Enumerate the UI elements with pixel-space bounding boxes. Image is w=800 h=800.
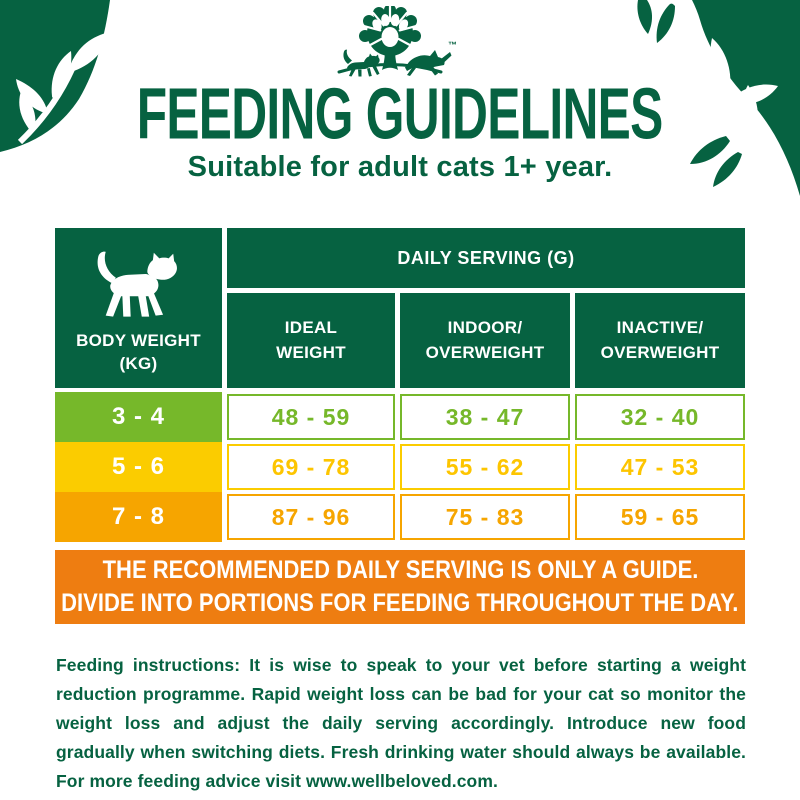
serving-value-cell: 87 - 96 bbox=[227, 494, 395, 540]
weight-range-cell: 3 - 4 bbox=[55, 392, 222, 442]
dog-silhouette-icon bbox=[405, 50, 452, 76]
serving-value-cell: 69 - 78 bbox=[227, 444, 395, 490]
feeding-guidelines-table: BODY WEIGHT (KG) DAILY SERVING (G) IDEAL… bbox=[55, 228, 745, 542]
brand-logo: ™ bbox=[325, 4, 475, 82]
daily-serving-header-cell: DAILY SERVING (G) bbox=[227, 228, 745, 288]
notice-banner: THE RECOMMENDED DAILY SERVING IS ONLY A … bbox=[55, 550, 745, 624]
trademark-symbol: ™ bbox=[448, 40, 457, 50]
feeding-instructions-text: Feeding instructions: It is wise to spea… bbox=[56, 655, 746, 791]
column-header-inactive-overweight: INACTIVE/ OVERWEIGHT bbox=[575, 293, 745, 388]
serving-value-cell: 47 - 53 bbox=[575, 444, 745, 490]
body-weight-header-cell: BODY WEIGHT (KG) bbox=[55, 228, 222, 388]
serving-value-cell: 55 - 62 bbox=[400, 444, 570, 490]
serving-value-cell: 59 - 65 bbox=[575, 494, 745, 540]
serving-value-cell: 75 - 83 bbox=[400, 494, 570, 540]
notice-line-1: THE RECOMMENDED DAILY SERVING IS ONLY A … bbox=[102, 556, 698, 584]
tree-pawprint-logo-icon bbox=[337, 4, 452, 77]
page-subtitle: Suitable for adult cats 1+ year. bbox=[187, 151, 613, 183]
body-weight-header-label: BODY WEIGHT (KG) bbox=[76, 331, 201, 373]
corner-leaves-decoration-left bbox=[0, 0, 110, 152]
weight-range-cell: 5 - 6 bbox=[55, 442, 222, 492]
cat-silhouette-icon bbox=[343, 49, 380, 77]
column-header-indoor-overweight: INDOOR/ OVERWEIGHT bbox=[400, 293, 570, 388]
cat-icon bbox=[97, 251, 177, 317]
serving-value-cell: 38 - 47 bbox=[400, 394, 570, 440]
serving-value-cell: 48 - 59 bbox=[227, 394, 395, 440]
page-title: FEEDING GUIDELINES bbox=[137, 74, 664, 155]
serving-value-cell: 32 - 40 bbox=[575, 394, 745, 440]
corner-leaves-decoration-right bbox=[637, 0, 800, 196]
weight-range-cell: 7 - 8 bbox=[55, 492, 222, 542]
column-header-ideal-weight: IDEAL WEIGHT bbox=[227, 293, 395, 388]
notice-line-2: DIVIDE INTO PORTIONS FOR FEEDING THROUGH… bbox=[61, 589, 739, 617]
